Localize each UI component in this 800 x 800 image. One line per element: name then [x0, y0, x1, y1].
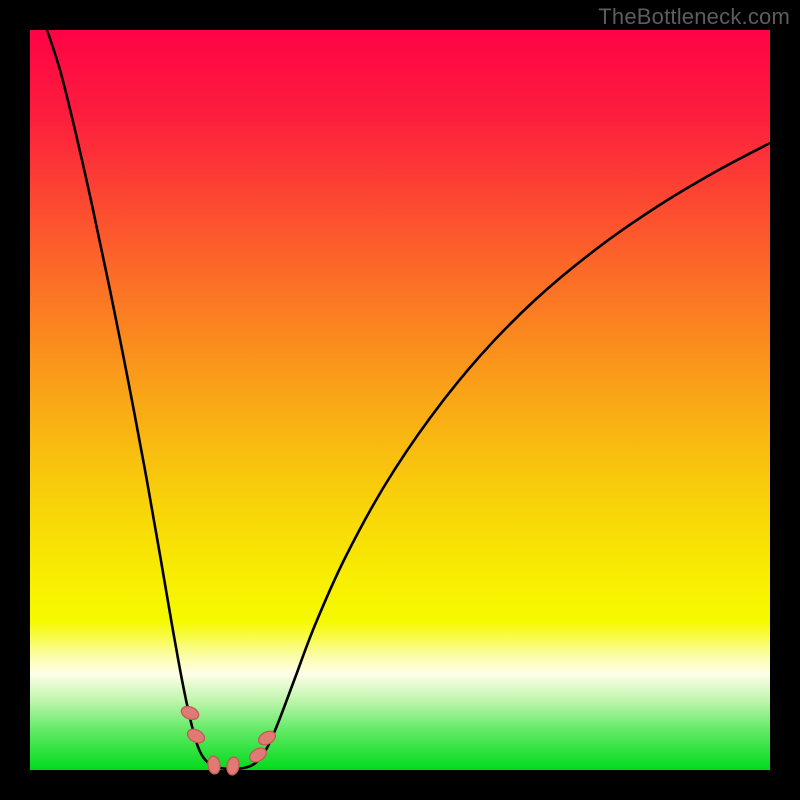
plot-background	[30, 30, 770, 770]
watermark-text: TheBottleneck.com	[598, 4, 790, 30]
chart-canvas: TheBottleneck.com	[0, 0, 800, 800]
chart-svg	[0, 0, 800, 800]
